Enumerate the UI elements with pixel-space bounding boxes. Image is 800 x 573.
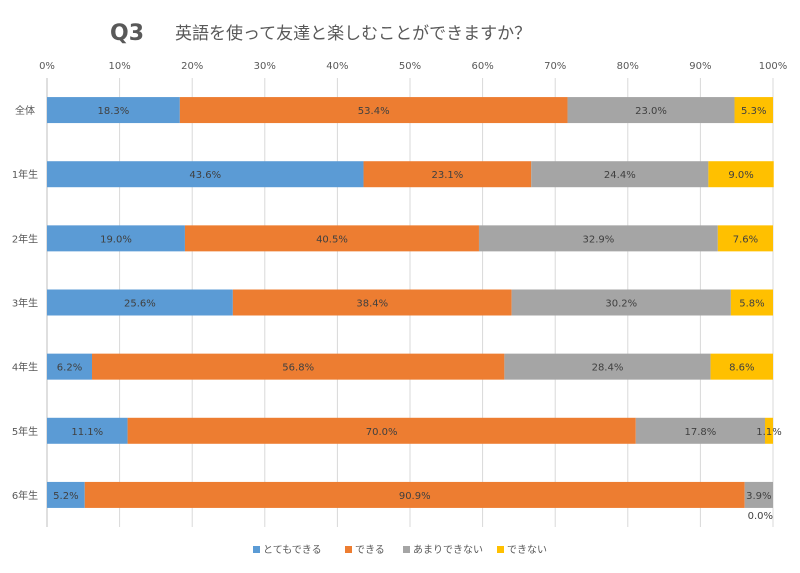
x-tick-label: 70%: [544, 61, 566, 72]
x-tick-label: 40%: [326, 61, 348, 72]
data-label: 7.6%: [733, 234, 758, 245]
x-tick-label: 0%: [39, 61, 55, 72]
bar-segment: [47, 417, 128, 444]
data-label: 43.6%: [189, 170, 221, 181]
bar-segment: [47, 161, 364, 188]
x-tick-label: 90%: [689, 61, 711, 72]
data-label: 23.1%: [431, 170, 463, 181]
legend-swatch: [403, 546, 410, 553]
chart-title: 英語を使って友達と楽しむことができますか？: [175, 23, 531, 44]
bar-segment: [478, 225, 718, 252]
bar-segment: [47, 289, 233, 316]
data-label: 8.6%: [729, 363, 754, 374]
legend-label: とてもできる: [263, 544, 322, 556]
data-label: 6.2%: [57, 363, 82, 374]
bar-segment: [92, 353, 505, 380]
bar-segment: [710, 353, 773, 380]
category-label: 6年生: [12, 489, 38, 502]
data-label: 38.4%: [356, 299, 388, 310]
data-label: 17.8%: [685, 427, 717, 438]
data-label: 56.8%: [282, 363, 314, 374]
bar-segment: [717, 225, 773, 252]
bar-segment: [730, 289, 773, 316]
data-label: 9.0%: [728, 170, 753, 181]
bar-segment: [47, 481, 85, 508]
legend-label: あまりできない: [413, 544, 483, 556]
data-label: 1.1%: [756, 427, 781, 438]
data-label: 53.4%: [358, 106, 390, 117]
data-label: 70.0%: [366, 427, 398, 438]
data-label: 30.2%: [605, 299, 637, 310]
category-label: 3年生: [12, 297, 38, 310]
legend-label: できる: [355, 544, 385, 556]
data-label: 40.5%: [316, 234, 348, 245]
data-label: 25.6%: [124, 299, 156, 310]
bar-segment: [504, 353, 711, 380]
legend-swatch: [253, 546, 260, 553]
bar-segment: [232, 289, 512, 316]
bar-segment: [635, 417, 766, 444]
bar-segment: [531, 161, 709, 188]
bar-segment: [765, 417, 773, 444]
data-label: 5.3%: [741, 106, 766, 117]
bar-segment: [184, 225, 479, 252]
data-label: 5.8%: [739, 299, 764, 310]
data-label: 0.0%: [748, 511, 773, 522]
category-label: 1年生: [12, 168, 38, 181]
bar-segment: [84, 481, 745, 508]
bar-segment: [179, 97, 568, 124]
data-label: 90.9%: [399, 491, 431, 502]
bar-segment: [744, 481, 773, 508]
bar-segment: [567, 97, 735, 124]
chart-title-prefix: Q3: [110, 21, 144, 46]
bar-segment: [47, 353, 93, 380]
x-tick-label: 80%: [617, 61, 639, 72]
category-label: 全体: [15, 104, 35, 117]
x-tick-label: 10%: [108, 61, 130, 72]
category-label: 5年生: [12, 425, 38, 438]
bar-segment: [127, 417, 636, 444]
bar-segment: [363, 161, 532, 188]
data-label: 23.0%: [635, 106, 667, 117]
data-label: 18.3%: [98, 106, 130, 117]
bar-segment: [47, 97, 180, 124]
x-tick-label: 60%: [471, 61, 493, 72]
legend-label: できない: [507, 544, 547, 556]
legend-swatch: [497, 546, 504, 553]
data-label: 28.4%: [592, 363, 624, 374]
category-label: 4年生: [12, 361, 38, 374]
data-label: 3.9%: [746, 491, 771, 502]
data-label: 19.0%: [100, 234, 132, 245]
x-tick-label: 20%: [181, 61, 203, 72]
bar-segment: [511, 289, 731, 316]
data-label: 5.2%: [53, 491, 78, 502]
bar-segment: [708, 161, 774, 188]
data-label: 32.9%: [583, 234, 615, 245]
bar-segment: [734, 97, 773, 124]
data-label: 11.1%: [71, 427, 103, 438]
x-tick-label: 50%: [399, 61, 421, 72]
legend-swatch: [345, 546, 352, 553]
x-tick-label: 100%: [759, 61, 788, 72]
data-label: 24.4%: [604, 170, 636, 181]
bar-segment: [47, 225, 185, 252]
category-label: 2年生: [12, 232, 38, 245]
x-tick-label: 30%: [254, 61, 276, 72]
